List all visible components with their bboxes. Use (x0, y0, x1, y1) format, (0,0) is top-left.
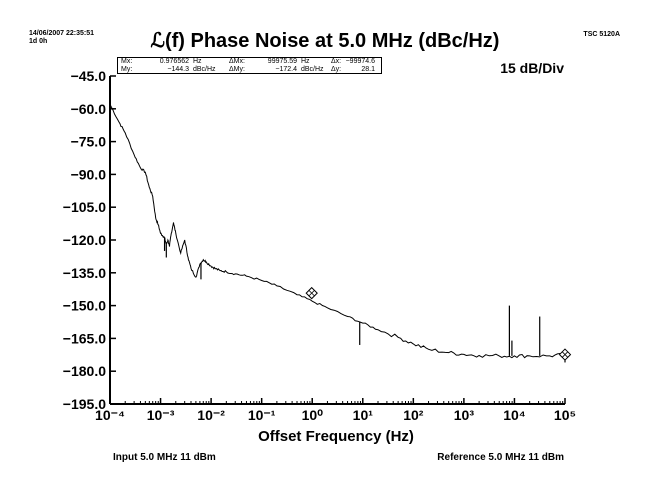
marker-cross (561, 351, 569, 358)
scale-label: 15 dB/Div (500, 60, 564, 76)
x-tick-label: 10⁻³ (147, 407, 175, 423)
marker-readout: Mx: 0.976562 Hz ΔMx: 99975.59 Hz Δx: −99… (117, 57, 382, 74)
my-label: My: (121, 66, 133, 73)
markers (305, 286, 572, 361)
mx-label: Mx: (121, 58, 133, 65)
y-tick-label: −75.0 (71, 134, 107, 150)
readout-row-2: My: −144.3 dBc/Hz ΔMy: −172.4 dBc/Hz Δy:… (121, 66, 378, 74)
y-tick-label: −105.0 (63, 199, 106, 215)
dmy-label: ΔMy: (229, 66, 245, 73)
marker-cross (308, 289, 315, 297)
dmx-unit: Hz (301, 58, 310, 65)
y-tick-label: −120.0 (63, 232, 106, 248)
readout-row-1: Mx: 0.976562 Hz ΔMx: 99975.59 Hz Δx: −99… (121, 58, 378, 66)
dmy-unit: dBc/Hz (301, 66, 324, 73)
dx-value: −99974.6 (345, 58, 375, 65)
x-tick-label: 10⁴ (503, 407, 526, 423)
x-tick-label: 10⁰ (302, 407, 324, 423)
trace-line (109, 104, 566, 359)
x-tick-label: 10³ (454, 407, 475, 423)
x-tick-label: 10⁵ (554, 407, 576, 423)
instrument-model: TSC 5120A (583, 31, 620, 38)
trace (109, 104, 566, 363)
y-tick-label: −165.0 (63, 330, 106, 346)
y-tick-label: −60.0 (71, 101, 107, 117)
dy-label: Δy: (331, 66, 342, 73)
y-tick-label: −45.0 (71, 68, 107, 84)
dy-value: 28.1 (361, 66, 375, 73)
x-tick-label: 10⁻² (197, 407, 225, 423)
y-tick-label: −180.0 (63, 363, 106, 379)
dmx-value: 99975.59 (267, 58, 297, 65)
reference-info: Reference 5.0 MHz 11 dBm (437, 452, 564, 463)
y-tick-label: −150.0 (63, 298, 106, 314)
y-tick-label: −90.0 (71, 166, 107, 182)
x-tick-label: 10⁻⁴ (95, 407, 125, 423)
mx-value: 0.976562 (159, 58, 189, 65)
y-tick-label: −135.0 (63, 265, 106, 281)
timestamp-block: 14/06/2007 22:35:51 1d 0h (29, 30, 94, 46)
ticks: −45.0 −60.0 −75.0 −90.0 −105.0 −120.0 −135.0 −1… (63, 68, 576, 423)
chart-title: ℒ(f) Phase Noise at 5.0 MHz (dBc/Hz) (150, 30, 500, 52)
x-tick-label: 10¹ (353, 407, 374, 423)
my-unit: dBc/Hz (193, 66, 216, 73)
dmy-value: −172.4 (275, 66, 297, 73)
x-tick-label: 10⁻¹ (248, 407, 276, 423)
mx-unit: Hz (193, 58, 202, 65)
duration: 1d 0h (29, 38, 48, 45)
timestamp: 14/06/2007 22:35:51 (29, 30, 94, 37)
my-value: −144.3 (167, 66, 189, 73)
x-axis-label: Offset Frequency (Hz) (258, 428, 414, 445)
y-tick-label: −195.0 (63, 396, 106, 412)
dx-label: Δx: (331, 58, 342, 65)
dmx-label: ΔMx: (229, 58, 245, 65)
input-info: Input 5.0 MHz 11 dBm (113, 452, 216, 463)
x-tick-label: 10² (403, 407, 424, 423)
